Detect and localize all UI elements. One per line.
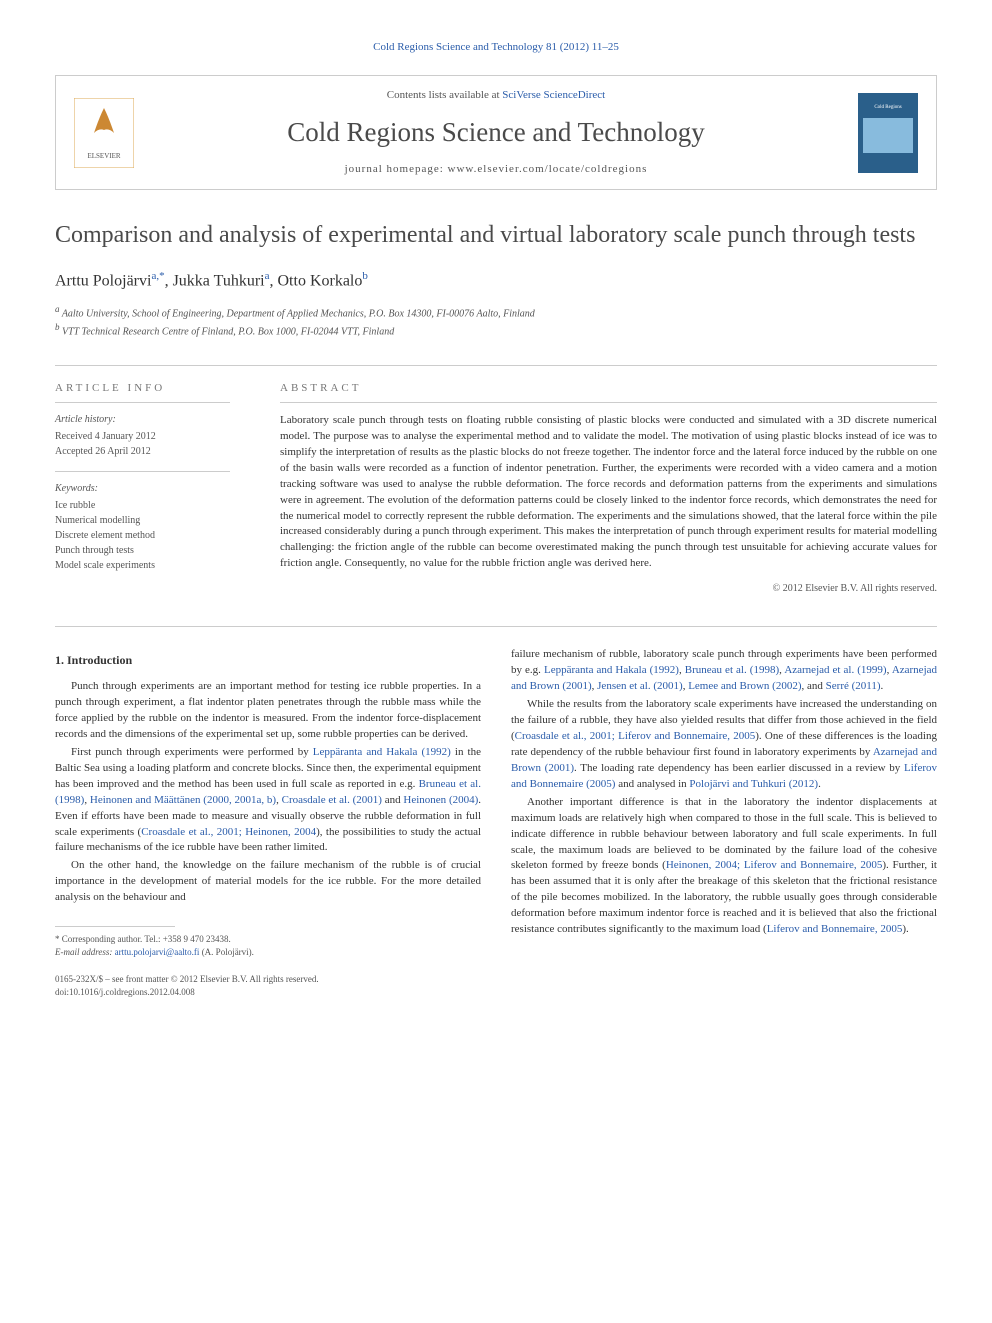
email-label: E-mail address: xyxy=(55,947,115,957)
abstract-heading: ABSTRACT xyxy=(280,381,937,403)
journal-name: Cold Regions Science and Technology xyxy=(154,114,838,152)
email-address[interactable]: arttu.polojarvi@aalto.fi xyxy=(115,947,200,957)
affiliation-a: a Aalto University, School of Engineerin… xyxy=(55,303,937,321)
affiliations: a Aalto University, School of Engineerin… xyxy=(55,303,937,340)
ref-lepparanta[interactable]: Leppäranta and Hakala (1992) xyxy=(313,746,451,758)
authors-line: Arttu Polojärvia,*, Jukka Tuhkuria, Otto… xyxy=(55,269,937,293)
p5-text-c: . The loading rate dependency has been e… xyxy=(574,762,904,774)
front-matter-line: 0165-232X/$ – see front matter © 2012 El… xyxy=(55,973,481,986)
corresponding-footnote: * Corresponding author. Tel.: +358 9 470… xyxy=(55,933,481,946)
p4-text-h: . xyxy=(881,680,884,692)
history-label: Article history: xyxy=(55,413,230,427)
email-person: (A. Polojärvi). xyxy=(199,947,254,957)
ref-lemee-brown[interactable]: Lemee and Brown (2002) xyxy=(688,680,801,692)
journal-header: ELSEVIER Contents lists available at Sci… xyxy=(55,75,937,190)
affiliation-b: b VTT Technical Research Centre of Finla… xyxy=(55,321,937,339)
received-date: Received 4 January 2012 xyxy=(55,429,230,444)
keyword-1: Ice rubble xyxy=(55,498,230,513)
info-divider xyxy=(55,471,230,472)
elsevier-logo: ELSEVIER xyxy=(74,98,134,168)
article-info-heading: ARTICLE INFO xyxy=(55,381,230,403)
ref-jensen[interactable]: Jensen et al. (2001) xyxy=(597,680,683,692)
ref-lepparanta-2[interactable]: Leppäranta and Hakala (1992) xyxy=(544,664,679,676)
accepted-date: Accepted 26 April 2012 xyxy=(55,444,230,459)
keyword-5: Model scale experiments xyxy=(55,558,230,573)
history-block: Article history: Received 4 January 2012… xyxy=(55,413,230,459)
left-column: 1. Introduction Punch through experiment… xyxy=(55,647,481,998)
ref-serre[interactable]: Serré (2011) xyxy=(826,680,881,692)
abstract-column: ABSTRACT Laboratory scale punch through … xyxy=(255,381,937,597)
contents-prefix: Contents lists available at xyxy=(387,89,502,101)
header-center: Contents lists available at SciVerse Sci… xyxy=(154,88,838,177)
info-abstract-row: ARTICLE INFO Article history: Received 4… xyxy=(55,365,937,597)
email-footnote: E-mail address: arttu.polojarvi@aalto.fi… xyxy=(55,946,481,959)
author-3[interactable]: , Otto Korkalo xyxy=(270,272,363,289)
keyword-3: Discrete element method xyxy=(55,528,230,543)
ref-bruneau-2[interactable]: Bruneau et al. (1998) xyxy=(685,664,779,676)
doi-line: doi:10.1016/j.coldregions.2012.04.008 xyxy=(55,986,481,999)
article-info-column: ARTICLE INFO Article history: Received 4… xyxy=(55,381,255,597)
intro-p5: While the results from the laboratory sc… xyxy=(511,697,937,793)
author-1[interactable]: Arttu Polojärvi xyxy=(55,272,151,289)
corr-label: * Corresponding author. Tel.: xyxy=(55,934,163,944)
p6-text-c: ). xyxy=(902,923,908,935)
svg-text:Cold Regions: Cold Regions xyxy=(874,105,901,110)
affil-b-text: VTT Technical Research Centre of Finland… xyxy=(60,327,395,338)
intro-p6: Another important difference is that in … xyxy=(511,795,937,938)
intro-p3: On the other hand, the knowledge on the … xyxy=(55,858,481,906)
contents-line: Contents lists available at SciVerse Sci… xyxy=(154,88,838,103)
right-column: failure mechanism of rubble, laboratory … xyxy=(511,647,937,998)
ref-heinonen-liferov[interactable]: Heinonen, 2004; Liferov and Bonnemaire, … xyxy=(666,859,883,871)
journal-cover-thumb: Cold Regions xyxy=(858,93,918,173)
author-1-sup: a, xyxy=(151,270,159,282)
footnote-separator xyxy=(55,926,175,927)
ref-azarnejad-1999[interactable]: Azarnejad et al. (1999) xyxy=(784,664,886,676)
corr-tel: +358 9 470 23438. xyxy=(163,934,231,944)
p5-text-d: and analysed in xyxy=(615,778,689,790)
keyword-2: Numerical modelling xyxy=(55,513,230,528)
bottom-info: 0165-232X/$ – see front matter © 2012 El… xyxy=(55,973,481,998)
article-title: Comparison and analysis of experimental … xyxy=(55,220,937,251)
ref-heinonen-maattanen[interactable]: Heinonen and Määttänen (2000, 2001a, b) xyxy=(90,794,276,806)
intro-p2: First punch through experiments were per… xyxy=(55,745,481,857)
homepage-prefix: journal homepage: xyxy=(345,163,448,175)
abstract-copyright: © 2012 Elsevier B.V. All rights reserved… xyxy=(280,582,937,596)
affil-a-text: Aalto University, School of Engineering,… xyxy=(60,308,535,319)
body-two-column: 1. Introduction Punch through experiment… xyxy=(55,626,937,998)
ref-heinonen[interactable]: Heinonen (2004) xyxy=(403,794,478,806)
abstract-text: Laboratory scale punch through tests on … xyxy=(280,413,937,572)
keywords-block: Keywords: Ice rubble Numerical modelling… xyxy=(55,482,230,573)
ref-liferov-bonnemaire-2[interactable]: Liferov and Bonnemaire, 2005 xyxy=(767,923,903,935)
ref-polojarvi-tuhkuri[interactable]: Polojärvi and Tuhkuri (2012) xyxy=(689,778,818,790)
sciverse-link[interactable]: SciVerse ScienceDirect xyxy=(502,89,605,101)
homepage-url[interactable]: www.elsevier.com/locate/coldregions xyxy=(448,163,648,175)
keyword-4: Punch through tests xyxy=(55,543,230,558)
p2-text-e: and xyxy=(382,794,403,806)
p4-text-g: , and xyxy=(802,680,826,692)
ref-croasdale[interactable]: Croasdale et al. (2001) xyxy=(282,794,382,806)
intro-heading: 1. Introduction xyxy=(55,652,481,669)
author-2[interactable]: , Jukka Tuhkuri xyxy=(165,272,265,289)
keywords-label: Keywords: xyxy=(55,482,230,496)
p5-text-e: . xyxy=(818,778,821,790)
journal-homepage: journal homepage: www.elsevier.com/locat… xyxy=(154,162,838,177)
ref-croasdale-liferov[interactable]: Croasdale et al., 2001; Liferov and Bonn… xyxy=(515,730,756,742)
top-citation[interactable]: Cold Regions Science and Technology 81 (… xyxy=(55,40,937,55)
intro-p4: failure mechanism of rubble, laboratory … xyxy=(511,647,937,695)
intro-p1: Punch through experiments are an importa… xyxy=(55,679,481,743)
author-3-sup: b xyxy=(362,270,368,282)
p2-text-a: First punch through experiments were per… xyxy=(71,746,313,758)
svg-text:ELSEVIER: ELSEVIER xyxy=(87,152,120,160)
ref-croasdale-heinonen[interactable]: Croasdale et al., 2001; Heinonen, 2004 xyxy=(141,826,316,838)
